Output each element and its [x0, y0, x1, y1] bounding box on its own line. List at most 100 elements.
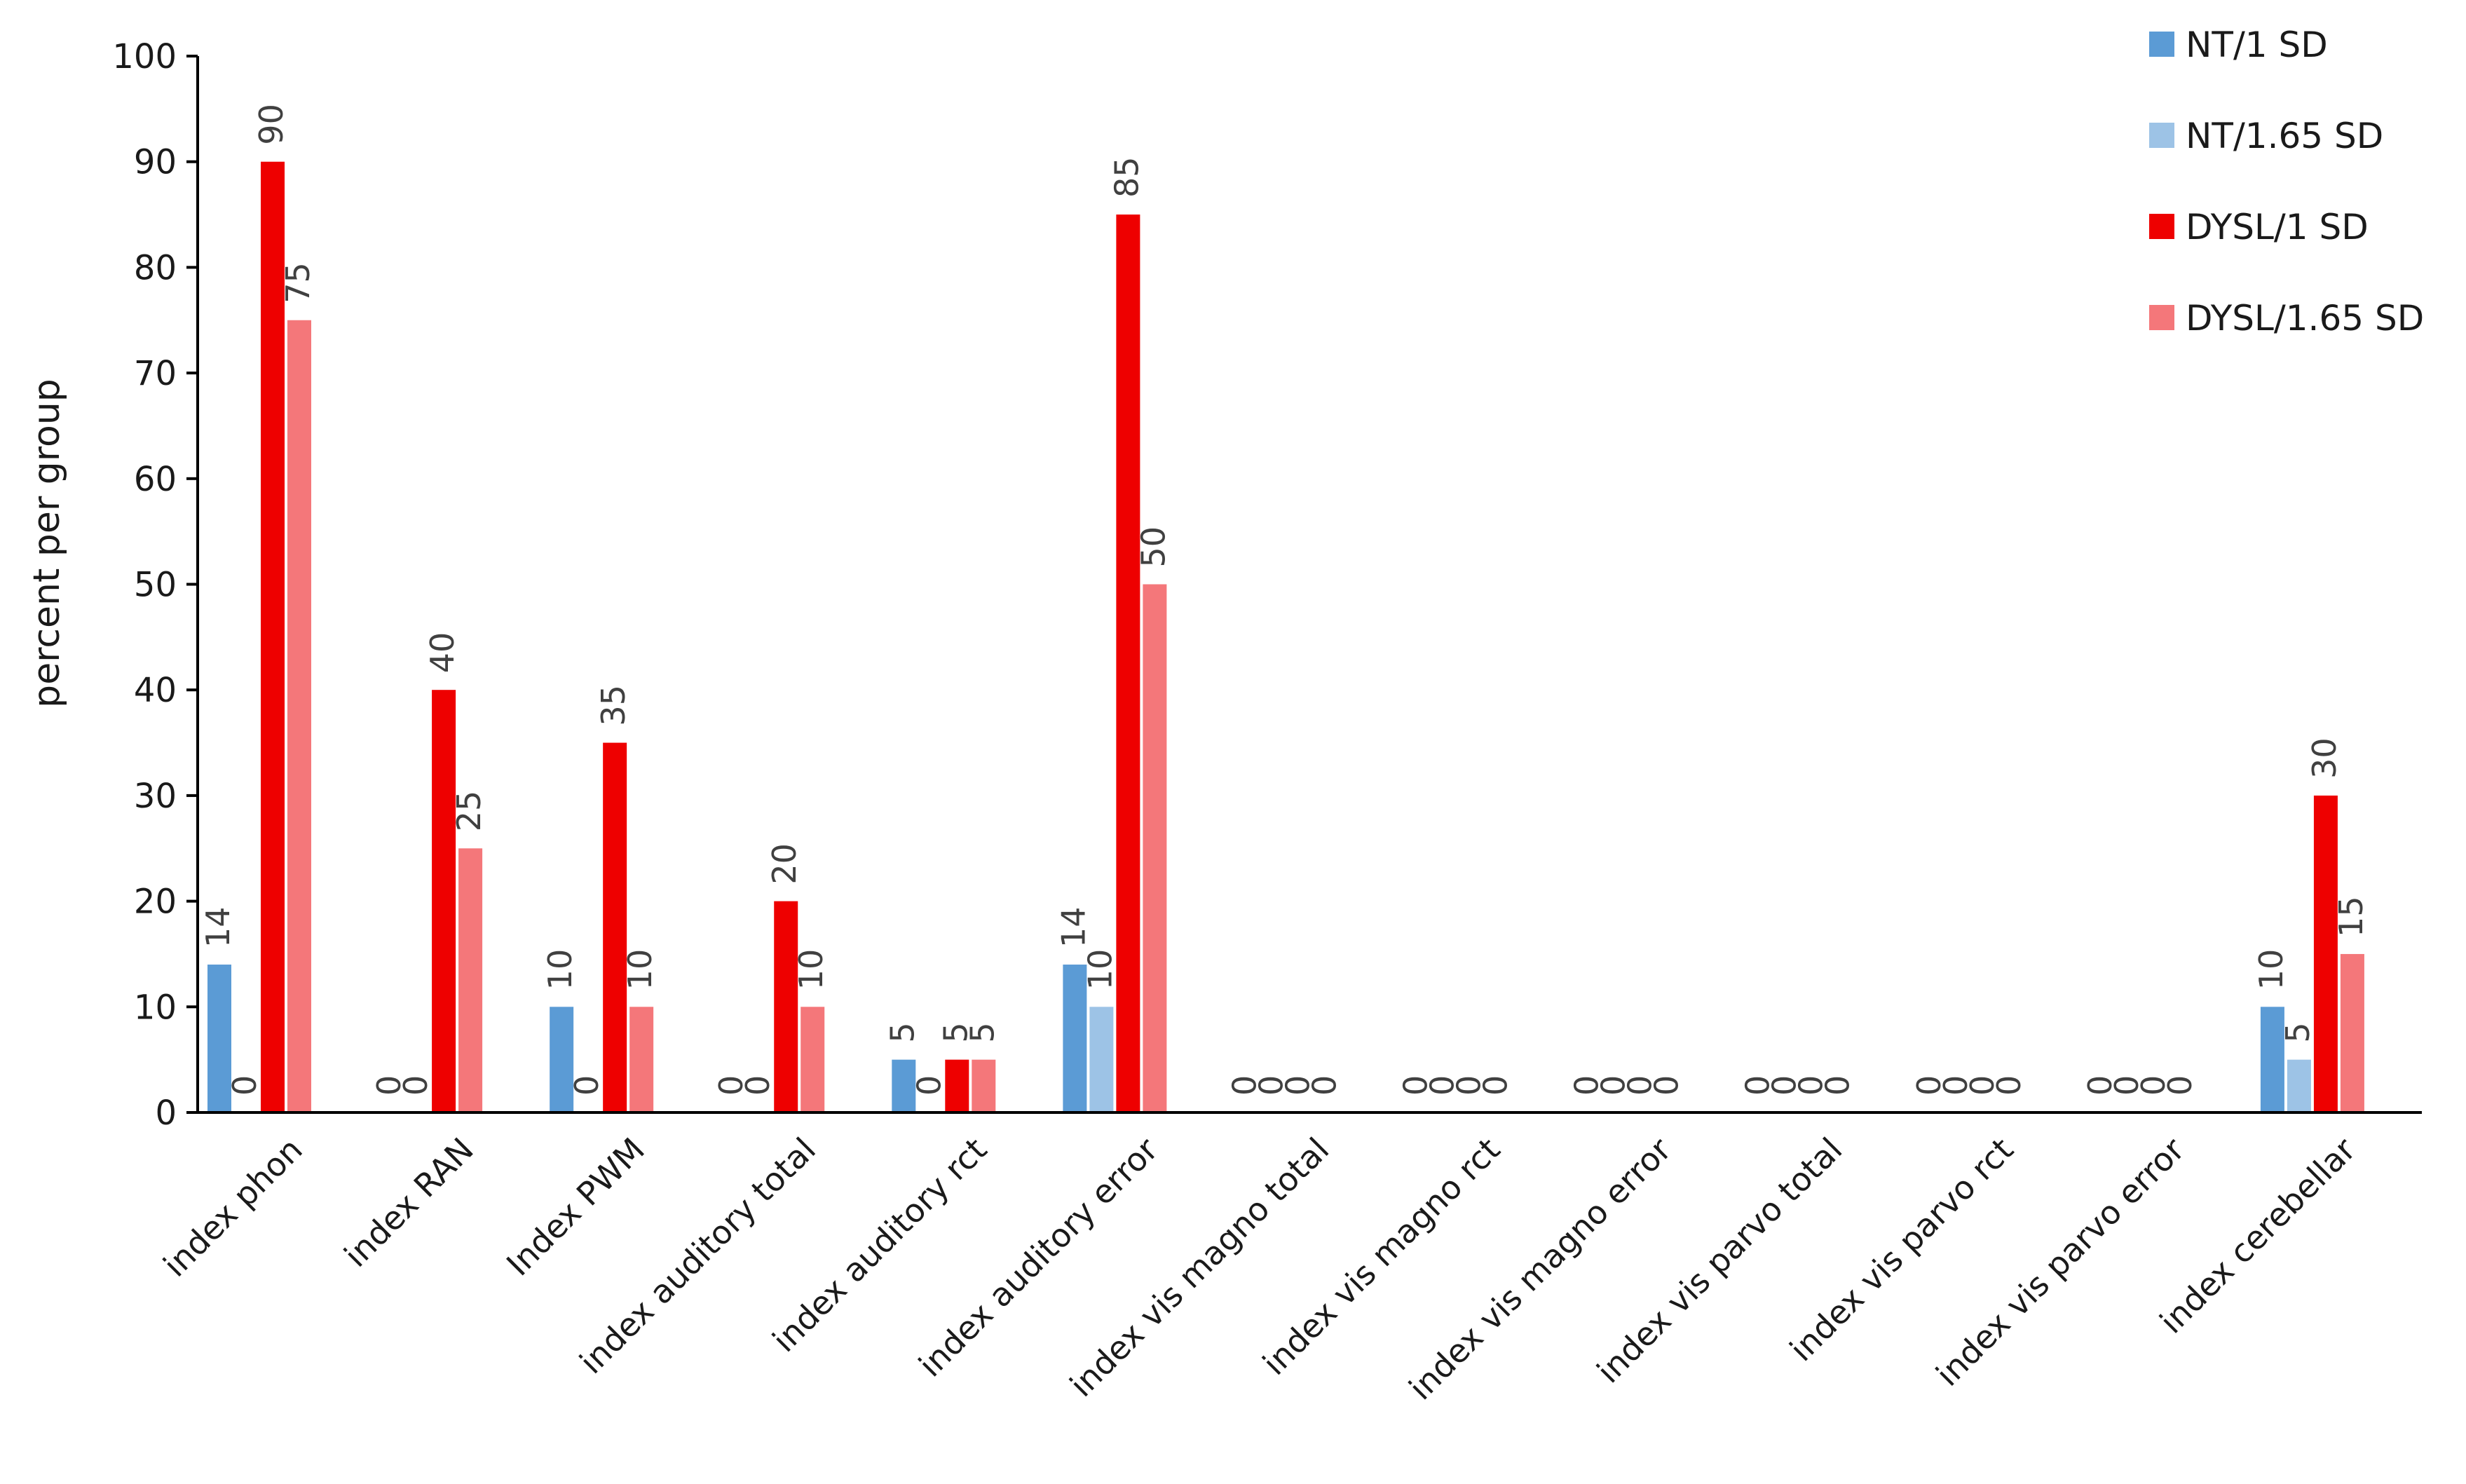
data-label-0-4: 5 — [883, 1022, 921, 1042]
data-label-2-10: 0 — [1963, 1075, 2001, 1096]
data-label-3-0: 75 — [279, 262, 317, 304]
data-label-0-10: 0 — [1910, 1075, 1948, 1096]
data-label-2-11: 0 — [2134, 1075, 2172, 1096]
data-label-2-5: 85 — [1108, 157, 1145, 198]
data-label-1-8: 0 — [1595, 1075, 1633, 1096]
bar-2-3 — [774, 901, 798, 1112]
data-label-3-4: 5 — [963, 1022, 1001, 1042]
data-label-3-8: 0 — [1648, 1075, 1686, 1096]
bar-0-5 — [1063, 965, 1087, 1112]
data-label-0-12: 10 — [2252, 949, 2290, 991]
bar-3-12 — [2340, 953, 2364, 1112]
y-axis-ticks: 0 10 20 30 40 50 60 70 80 90 100 — [112, 37, 198, 1133]
data-label-2-12: 30 — [2305, 737, 2343, 779]
data-label-1-6: 0 — [1252, 1075, 1290, 1096]
data-labels: 1409075004025100351000201050551410855000… — [199, 104, 2370, 1096]
data-label-0-9: 0 — [1739, 1075, 1777, 1096]
data-label-1-3: 0 — [739, 1075, 777, 1096]
y-tick-label: 40 — [134, 671, 177, 710]
data-label-3-2: 10 — [621, 949, 659, 991]
y-tick-label: 80 — [134, 248, 177, 287]
data-label-3-7: 0 — [1477, 1075, 1515, 1096]
bar-0-4 — [892, 1059, 916, 1112]
legend-swatch-1 — [2149, 123, 2174, 148]
data-label-1-12: 5 — [2279, 1022, 2317, 1042]
legend-swatch-0 — [2149, 32, 2174, 57]
data-label-2-4: 5 — [936, 1022, 974, 1042]
data-label-2-8: 0 — [1621, 1075, 1659, 1096]
data-label-3-12: 15 — [2332, 896, 2370, 937]
y-tick-label: 0 — [155, 1094, 177, 1133]
y-tick-label: 60 — [134, 460, 177, 499]
bar-2-1 — [432, 690, 456, 1112]
axes — [196, 56, 2422, 1114]
bar-3-1 — [458, 848, 483, 1112]
legend-label-2: DYSL/1 SD — [2186, 207, 2369, 247]
data-label-1-5: 10 — [1081, 949, 1119, 991]
data-label-0-8: 0 — [1568, 1075, 1606, 1096]
bar-3-0 — [287, 320, 311, 1112]
data-label-0-1: 0 — [370, 1075, 408, 1096]
data-label-3-3: 10 — [792, 949, 830, 991]
data-label-0-11: 0 — [2081, 1075, 2119, 1096]
legend: NT/1 SD NT/1.65 SD DYSL/1 SD DYSL/1.65 SD — [2149, 25, 2424, 339]
data-label-3-10: 0 — [1990, 1075, 2028, 1096]
bar-2-12 — [2313, 795, 2338, 1112]
data-label-3-5: 50 — [1134, 526, 1172, 568]
legend-swatch-2 — [2149, 214, 2174, 239]
data-label-3-1: 25 — [450, 791, 488, 832]
legend-label-0: NT/1 SD — [2186, 25, 2328, 65]
y-axis-title: percent per group — [26, 379, 68, 708]
bar-1-5 — [1089, 1007, 1114, 1112]
data-label-0-6: 0 — [1225, 1075, 1263, 1096]
x-category-label: Index PWM — [499, 1131, 652, 1284]
y-tick-label: 100 — [112, 37, 177, 76]
data-label-1-0: 0 — [226, 1075, 264, 1096]
data-label-2-6: 0 — [1279, 1075, 1316, 1096]
data-label-0-2: 10 — [541, 949, 579, 991]
bar-0-0 — [207, 965, 231, 1112]
data-label-2-7: 0 — [1450, 1075, 1488, 1096]
data-label-0-3: 0 — [712, 1075, 750, 1096]
bars — [207, 161, 2364, 1113]
data-label-1-2: 0 — [568, 1075, 606, 1096]
x-category-label: index RAN — [337, 1131, 481, 1274]
y-tick-label: 90 — [134, 143, 177, 182]
legend-label-3: DYSL/1.65 SD — [2186, 298, 2424, 339]
data-label-1-10: 0 — [1937, 1075, 1975, 1096]
bar-0-12 — [2260, 1007, 2284, 1112]
bar-3-2 — [629, 1007, 654, 1112]
data-label-0-5: 14 — [1054, 906, 1092, 948]
bar-2-4 — [945, 1059, 969, 1112]
bar-3-3 — [801, 1007, 825, 1112]
data-label-1-7: 0 — [1424, 1075, 1462, 1096]
data-label-3-11: 0 — [2161, 1075, 2199, 1096]
data-label-1-1: 0 — [397, 1075, 435, 1096]
legend-swatch-3 — [2149, 305, 2174, 330]
bar-1-12 — [2287, 1059, 2311, 1112]
data-label-2-9: 0 — [1792, 1075, 1830, 1096]
data-label-2-3: 20 — [765, 843, 803, 885]
y-tick-label: 10 — [134, 988, 177, 1027]
bar-3-4 — [972, 1059, 996, 1112]
bar-2-5 — [1116, 215, 1140, 1112]
data-label-1-11: 0 — [2108, 1075, 2146, 1096]
legend-label-1: NT/1.65 SD — [2186, 116, 2383, 156]
data-label-1-4: 0 — [910, 1075, 948, 1096]
y-tick-label: 50 — [134, 566, 177, 605]
bar-0-2 — [550, 1007, 574, 1112]
y-tick-label: 70 — [134, 354, 177, 393]
bar-2-0 — [261, 161, 285, 1113]
y-tick-label: 30 — [134, 777, 177, 816]
bar-3-5 — [1143, 584, 1167, 1112]
data-label-2-0: 90 — [252, 104, 290, 145]
data-label-2-1: 40 — [423, 632, 461, 674]
data-label-0-0: 14 — [199, 906, 237, 948]
data-label-1-9: 0 — [1766, 1075, 1804, 1096]
data-label-3-9: 0 — [1819, 1075, 1857, 1096]
bar-2-2 — [603, 742, 627, 1112]
x-category-label: index phon — [156, 1131, 310, 1284]
data-label-0-7: 0 — [1397, 1075, 1435, 1096]
